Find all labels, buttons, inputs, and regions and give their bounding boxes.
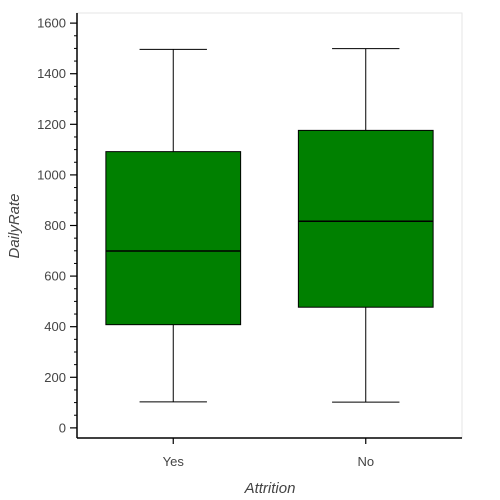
y-tick-label: 800 bbox=[44, 218, 66, 233]
iqr-box bbox=[105, 151, 242, 326]
x-axis-title: Attrition bbox=[244, 480, 296, 497]
iqr-box bbox=[297, 129, 434, 308]
box-no bbox=[297, 48, 434, 403]
y-axis-title: DailyRate bbox=[6, 193, 23, 258]
y-tick-label: 600 bbox=[44, 269, 66, 284]
y-tick-label: 1200 bbox=[37, 117, 66, 132]
box-yes bbox=[105, 48, 242, 403]
x-tick-label: No bbox=[357, 454, 374, 469]
x-tick-label: Yes bbox=[163, 454, 185, 469]
y-tick-label: 200 bbox=[44, 370, 66, 385]
box-group bbox=[105, 48, 434, 403]
y-tick-label: 1400 bbox=[37, 66, 66, 81]
x-axis: Yes No bbox=[77, 437, 462, 469]
y-tick-label: 0 bbox=[59, 420, 66, 435]
y-tick-label: 1600 bbox=[37, 16, 66, 31]
y-tick-label: 1000 bbox=[37, 167, 66, 182]
y-tick-label: 400 bbox=[44, 319, 66, 334]
y-axis: 0 200 400 600 800 1000 1200 1400 1600 bbox=[37, 13, 78, 438]
